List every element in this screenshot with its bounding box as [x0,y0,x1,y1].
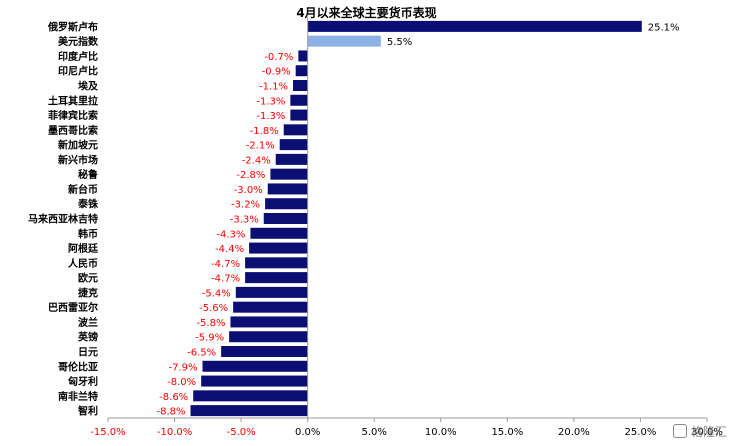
x-tick-label-3: -5.0% [227,427,256,438]
category-label-7: 菲律宾比索 [48,109,98,122]
data-label-21: -5.8% [196,318,225,329]
category-label-16: 阿根廷 [68,242,99,255]
bar-15 [250,227,308,239]
data-label-24: -7.9% [168,362,197,373]
category-label-23: 日元 [78,347,98,359]
data-label-3: -0.7% [264,52,293,63]
category-label-24: 哥伦比亚 [58,360,98,373]
data-label-9: -2.1% [246,141,275,152]
category-label-18: 欧元 [78,272,98,285]
bar-12 [267,183,308,195]
data-label-17: -4.7% [211,259,240,270]
x-tick-label-8: 20.0% [558,427,590,438]
category-label-20: 巴西雷亚尔 [48,301,98,314]
data-label-8: -1.8% [250,126,279,137]
x-tick-label-1: -15.0% [90,427,125,438]
bar-9 [279,139,308,151]
data-label-16: -4.4% [215,244,244,255]
bar-4 [295,65,308,77]
category-label-2: 美元指数 [58,35,99,48]
chart-title: 4月以来全球主要货币表现 [296,6,437,20]
data-label-10: -2.4% [242,155,271,166]
x-tick-label-9: 25.0% [625,427,657,438]
category-label-1: 俄罗斯卢布 [47,20,98,33]
category-label-11: 秘鲁 [78,168,98,181]
bar-23 [221,346,308,357]
category-label-10: 新兴市场 [58,153,98,166]
category-label-9: 新加坡元 [58,139,98,152]
bar-1 [307,20,642,32]
x-tick-label-10: 30.0% [691,427,723,438]
x-tick-label-4: 0.0% [295,427,320,438]
data-label-2: 5.5% [387,37,412,48]
bar-2 [307,35,381,47]
watermark: 格隆汇 [672,423,727,440]
category-label-25: 匈牙利 [68,375,98,388]
data-label-12: -3.0% [234,185,263,196]
data-label-6: -1.3% [256,96,285,107]
data-label-26: -8.6% [159,392,188,403]
bar-18 [245,272,308,284]
data-label-4: -0.9% [262,67,291,78]
category-label-8: 墨西哥比索 [48,124,98,137]
data-label-19: -5.4% [202,288,231,299]
bar-20 [233,301,308,313]
bar-5 [293,80,308,91]
bar-17 [245,257,308,269]
data-label-22: -5.9% [195,333,224,344]
category-label-27: 智利 [78,405,98,418]
bar-16 [249,242,308,254]
category-label-22: 英镑 [77,331,98,344]
bar-25 [201,375,308,387]
category-label-6: 土耳其里拉 [48,94,98,107]
category-label-19: 捷克 [78,286,98,299]
x-tick-label-5: 5.0% [362,427,387,438]
category-label-26: 南非兰特 [58,390,98,403]
bar-13 [265,198,308,210]
bar-11 [270,168,308,180]
bar-19 [235,286,308,298]
category-label-21: 波兰 [78,316,98,329]
bar-6 [290,94,308,106]
data-label-23: -6.5% [187,348,216,359]
category-label-14: 马来西亚林吉特 [28,213,98,226]
bar-27 [190,405,308,417]
category-label-5: 埃及 [78,80,99,93]
bar-14 [263,213,308,224]
data-label-7: -1.3% [256,111,285,122]
data-label-11: -2.8% [236,170,265,181]
watermark-text: 格隆汇 [690,425,727,439]
category-label-4: 印尼卢比 [58,65,98,78]
data-label-25: -8.0% [167,377,196,388]
category-label-3: 印度卢比 [58,50,98,63]
x-tick-label-6: 10.0% [425,427,457,438]
data-label-27: -8.8% [157,407,186,418]
data-label-18: -4.7% [211,274,240,285]
bar-8 [283,124,308,136]
bar-10 [275,153,308,165]
data-label-14: -3.3% [230,215,259,226]
bar-21 [230,316,308,328]
bar-3 [298,50,308,62]
x-tick-label-2: -10.0% [157,427,192,438]
bar-24 [202,360,308,372]
x-tick-label-7: 15.0% [491,427,523,438]
category-label-15: 韩币 [78,227,98,240]
data-label-5: -1.1% [259,82,288,93]
data-label-13: -3.2% [231,200,260,211]
data-label-15: -4.3% [216,229,245,240]
bar-7 [290,109,308,121]
bar-26 [193,390,308,402]
category-label-12: 新台币 [68,183,98,196]
data-label-20: -5.6% [199,303,228,314]
bar-22 [229,331,308,343]
category-label-13: 泰铢 [77,198,99,211]
data-label-1: 25.1% [648,22,680,33]
category-label-17: 人民币 [68,257,98,270]
brand-logo-icon [672,424,687,438]
